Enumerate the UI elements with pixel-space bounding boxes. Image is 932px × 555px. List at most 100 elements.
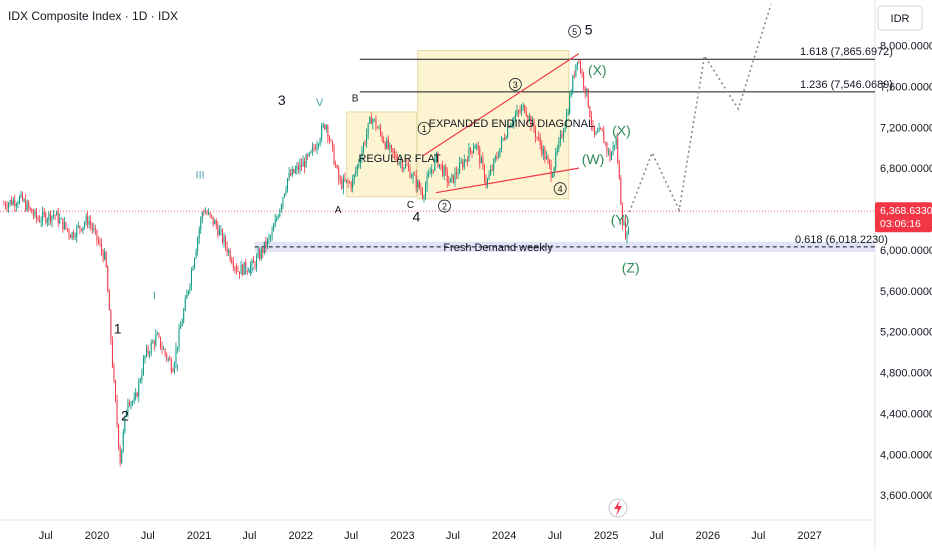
candle-body (26, 202, 28, 211)
candle-body (288, 172, 290, 179)
candle-body (550, 164, 552, 178)
candle-body (353, 174, 355, 180)
candle-body (107, 266, 109, 293)
x-tick-label: 2023 (390, 530, 414, 542)
candle-body (132, 401, 134, 403)
candle-body (485, 179, 487, 185)
candle-body (201, 212, 203, 219)
y-tick-label: 4,000.0000 (880, 449, 932, 461)
candle-body (116, 400, 118, 425)
candle-body (239, 271, 241, 275)
candle-body (375, 119, 377, 128)
candle-body (270, 236, 272, 238)
candle-body (333, 146, 335, 165)
projection-path (628, 4, 772, 213)
wave-label-X1: (X) (588, 62, 607, 78)
wave-label-d4: 4 (558, 184, 563, 194)
candle-body (611, 152, 613, 161)
candle-body (423, 196, 425, 198)
x-tick-label: 2027 (797, 530, 821, 542)
candle-body (237, 270, 239, 272)
candle-body (84, 223, 86, 227)
candle-body (76, 226, 78, 238)
wave-label-Y: (Y) (611, 211, 630, 227)
candle-body (598, 128, 600, 132)
candle-body (307, 154, 309, 156)
candle-body (133, 398, 135, 402)
candle-body (321, 126, 323, 140)
wave-circle (417, 121, 431, 135)
candle-body (590, 116, 592, 125)
candle-body (373, 119, 375, 121)
candle-body (559, 134, 561, 141)
candle-body (432, 169, 434, 171)
candle-body (628, 228, 630, 234)
candle-body (192, 267, 194, 271)
candle-body (496, 157, 498, 158)
candle-body (431, 169, 433, 174)
candle-body (519, 111, 521, 113)
candle-body (242, 264, 244, 275)
candle-body (445, 167, 447, 171)
candle-body (614, 144, 616, 146)
candle-body (232, 263, 234, 268)
candle-body (88, 221, 90, 225)
candle-body (29, 207, 31, 209)
fib-label: 1.618 (7,865.6972) (800, 46, 893, 58)
candle-body (231, 259, 233, 264)
candle-body (301, 163, 303, 167)
candle-body (421, 191, 423, 198)
candle-body (383, 140, 385, 143)
candle-body (600, 128, 602, 129)
candle-body (513, 117, 515, 124)
candle-body (521, 107, 523, 112)
candle-body (252, 260, 254, 263)
candle-body (68, 230, 70, 236)
candle-body (245, 262, 247, 272)
candle-body (363, 143, 365, 152)
candle-body (65, 222, 67, 229)
candle-body (411, 177, 413, 179)
candle-body (446, 170, 448, 182)
candle-body (412, 174, 414, 178)
candle-body (553, 167, 555, 176)
zone-label: Fresh Demand weekly (443, 242, 553, 254)
candle-body (448, 181, 450, 183)
candle-body (127, 402, 129, 413)
diagonal-label: EXPANDED ENDING DIAGONAL (429, 118, 594, 130)
candle-body (389, 145, 391, 149)
candle-body (54, 214, 56, 216)
candle-body (566, 113, 568, 127)
candle-body (279, 209, 281, 217)
wave-circle (553, 182, 567, 196)
y-tick-label: 5,200.0000 (880, 327, 932, 339)
candle-body (101, 243, 103, 252)
wave-label-sIV: IV (244, 265, 255, 277)
candle-body (31, 208, 33, 214)
candle-body (493, 159, 495, 170)
candle-body (243, 262, 245, 275)
candle-body (583, 73, 585, 87)
candle-body (186, 293, 188, 299)
candle-body (349, 182, 351, 184)
candle-body (437, 153, 439, 167)
candle-body (336, 165, 338, 169)
candle-body (285, 189, 287, 194)
candle-body (94, 228, 96, 230)
candle-body (527, 115, 529, 120)
candle-body (603, 131, 605, 143)
candle-body (589, 106, 591, 117)
candle-body (507, 126, 509, 138)
candle-body (290, 172, 292, 176)
candle-body (488, 174, 490, 180)
candle-body (155, 334, 157, 345)
candle-body (97, 240, 99, 243)
candle-body (592, 124, 594, 126)
candle-body (623, 221, 625, 226)
candle-body (6, 206, 8, 209)
currency-label: IDR (891, 13, 910, 25)
candle-body (452, 174, 454, 183)
candle-body (158, 334, 160, 337)
